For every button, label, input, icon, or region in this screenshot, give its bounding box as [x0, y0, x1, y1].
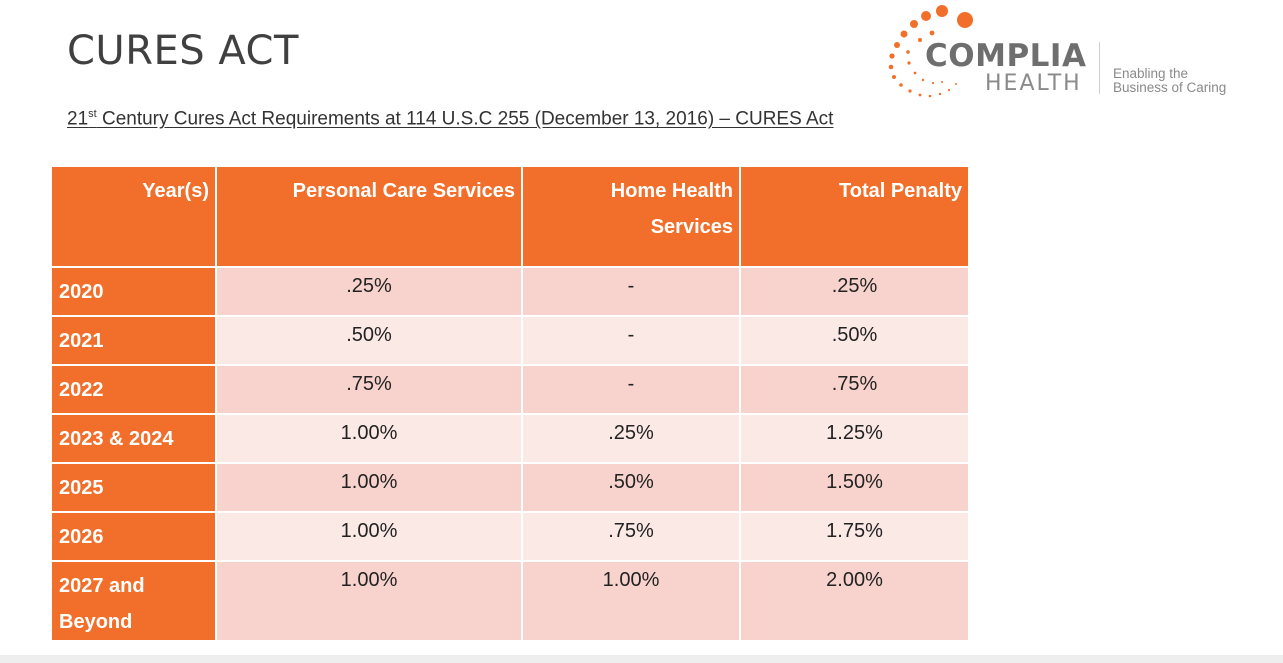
logo-tagline: Enabling the Business of Caring	[1113, 67, 1226, 95]
row-personal-care: 1.00%	[215, 413, 523, 464]
row-personal-care: .50%	[215, 315, 523, 366]
subtitle: 21st Century Cures Act Requirements at 1…	[67, 108, 833, 130]
subtitle-text: Century Cures Act Requirements at 114 U.…	[96, 108, 834, 130]
row-total: 1.25%	[739, 413, 970, 464]
row-year: 2020	[50, 266, 217, 317]
subtitle-superscript: st	[88, 108, 97, 120]
table-row: 2027 and Beyond 1.00% 1.00% 2.00%	[50, 560, 970, 642]
penalty-table: Year(s) Personal Care Services Home Heal…	[50, 165, 970, 642]
row-home-health: 1.00%	[521, 560, 741, 642]
row-personal-care: .75%	[215, 364, 523, 415]
header-years: Year(s)	[50, 165, 217, 268]
table-row: 2023 & 2024 1.00% .25% 1.25%	[50, 413, 970, 464]
row-total: .50%	[739, 315, 970, 366]
row-year: 2025	[50, 462, 217, 513]
row-home-health: .50%	[521, 462, 741, 513]
row-home-health: -	[521, 266, 741, 317]
logo-tagline-line1: Enabling the	[1113, 66, 1189, 81]
row-home-health: -	[521, 315, 741, 366]
header-home-health-label: Home Health Services	[610, 180, 733, 238]
row-personal-care: 1.00%	[215, 462, 523, 513]
row-year: 2026	[50, 511, 217, 562]
logo-tagline-line2: Business of Caring	[1113, 80, 1227, 95]
table-header-row: Year(s) Personal Care Services Home Heal…	[50, 165, 970, 268]
row-personal-care: 1.00%	[215, 560, 523, 642]
table-row: 2025 1.00% .50% 1.50%	[50, 462, 970, 513]
row-year: 2022	[50, 364, 217, 415]
row-personal-care: 1.00%	[215, 511, 523, 562]
table-row: 2026 1.00% .75% 1.75%	[50, 511, 970, 562]
row-home-health: .75%	[521, 511, 741, 562]
row-total: 1.50%	[739, 462, 970, 513]
row-total: .25%	[739, 266, 970, 317]
table-row: 2021 .50% - .50%	[50, 315, 970, 366]
row-total: .75%	[739, 364, 970, 415]
header-personal-care: Personal Care Services	[215, 165, 523, 268]
row-year-label: 2027 and Beyond	[59, 575, 145, 633]
row-home-health: .25%	[521, 413, 741, 464]
row-home-health: -	[521, 364, 741, 415]
table-row: 2020 .25% - .25%	[50, 266, 970, 317]
row-total: 2.00%	[739, 560, 970, 642]
subtitle-prefix: 21	[67, 108, 89, 130]
page-title: CURES ACT	[67, 28, 299, 74]
row-year: 2021	[50, 315, 217, 366]
header-home-health: Home Health Services	[521, 165, 741, 268]
row-total: 1.75%	[739, 511, 970, 562]
row-year: 2027 and Beyond	[50, 560, 217, 642]
header-total-penalty: Total Penalty	[739, 165, 970, 268]
table-row: 2022 .75% - .75%	[50, 364, 970, 415]
row-year: 2023 & 2024	[50, 413, 217, 464]
row-personal-care: .25%	[215, 266, 523, 317]
logo-subname: HEALTH	[985, 71, 1082, 96]
logo-divider	[1099, 42, 1100, 94]
bottom-strip	[0, 655, 1283, 663]
logo-name: COMPLIA	[925, 38, 1087, 74]
complia-logo-dots-icon	[888, 5, 973, 98]
